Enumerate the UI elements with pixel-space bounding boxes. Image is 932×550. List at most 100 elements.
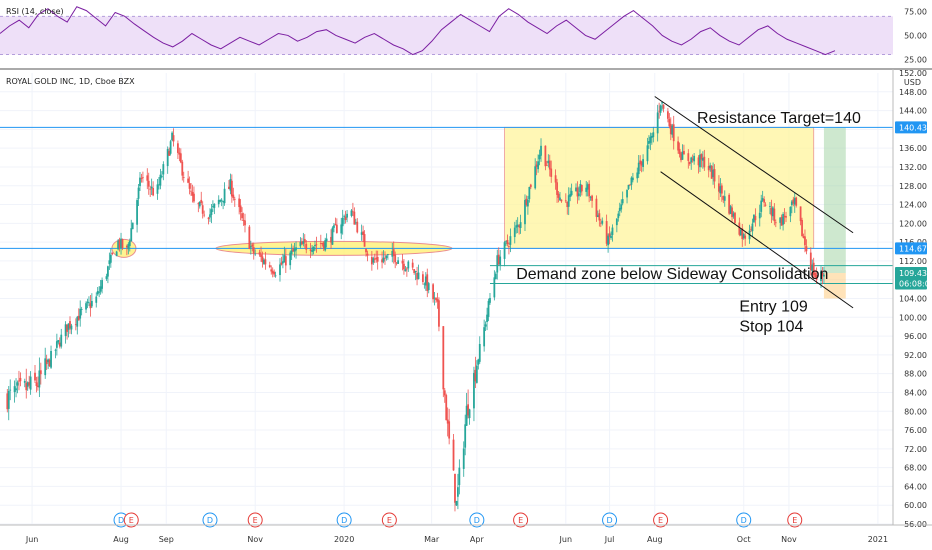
dividend-marker[interactable] [736, 512, 752, 528]
candle-body [731, 207, 733, 218]
candle-body [478, 343, 481, 362]
candle-body [497, 254, 500, 265]
candle-body [25, 382, 28, 391]
price-axis-label-text: 114.67 [899, 244, 927, 253]
candle-body [697, 157, 700, 166]
candle-body [432, 284, 434, 300]
candle-body [738, 222, 741, 235]
candle-body [99, 286, 102, 292]
dividend-marker[interactable] [602, 512, 618, 528]
candle-body [763, 199, 766, 203]
candle-body [815, 274, 818, 280]
candle-body [550, 168, 553, 177]
candle-body [760, 200, 763, 212]
earnings-marker[interactable] [381, 512, 397, 528]
candle-body [640, 161, 643, 166]
candle-body [292, 248, 295, 252]
candle-body [334, 224, 337, 226]
candle-body [576, 187, 579, 197]
y-tick-label: 92.00 [904, 351, 927, 360]
candle-body [585, 187, 588, 192]
candle-body [426, 274, 429, 292]
candle-body [413, 269, 416, 273]
candle-body [709, 165, 712, 169]
candle-body [283, 255, 286, 263]
candle-body [433, 297, 436, 299]
candle-body [34, 372, 36, 381]
earnings-marker[interactable] [787, 512, 803, 528]
candle-body [55, 341, 58, 348]
candle-body [455, 500, 458, 506]
dividend-marker[interactable] [202, 512, 218, 528]
candle-body [754, 215, 757, 221]
candle-body [626, 189, 628, 198]
candle-body [823, 274, 825, 277]
candle-body [524, 200, 526, 225]
candle-body [809, 252, 812, 271]
candle-body [718, 183, 720, 192]
candle-body [518, 225, 521, 228]
candle-body [567, 195, 570, 207]
earnings-marker[interactable] [653, 512, 669, 528]
earnings-marker[interactable] [123, 512, 139, 528]
candle-body [207, 217, 210, 220]
candle-body [423, 283, 426, 285]
candle-body [70, 325, 73, 330]
y-tick-label: 60.00 [904, 501, 927, 510]
candle-body [701, 157, 704, 161]
candle-body [631, 177, 634, 181]
candle-body [302, 241, 305, 244]
demand-annotation: Demand zone below Sideway Consolidation [516, 266, 828, 283]
candle-body [187, 178, 190, 183]
candle-body [569, 193, 572, 197]
candle-body [181, 161, 184, 176]
candle-body [212, 206, 214, 208]
x-tick-label: Nov [781, 535, 797, 544]
candle-body [353, 211, 356, 225]
y-tick-label: 148.00 [899, 88, 927, 97]
candle-body [462, 448, 465, 469]
candle-body [74, 324, 77, 326]
candle-body [101, 280, 103, 289]
candle-body [139, 177, 141, 187]
earnings-marker-label: E [253, 516, 258, 525]
candle-body [258, 252, 261, 255]
candle-body [789, 206, 792, 217]
y-tick-label: 96.00 [904, 332, 927, 341]
candle-body [117, 240, 120, 250]
candle-body [142, 177, 144, 179]
candle-body [273, 271, 276, 275]
candle-body [37, 385, 39, 388]
earnings-marker[interactable] [247, 512, 263, 528]
candle-body [611, 227, 614, 235]
candle-body [382, 257, 385, 262]
candle-body [341, 217, 344, 227]
candle-body [448, 421, 451, 439]
candle-body [319, 243, 322, 244]
candle-body [201, 205, 204, 214]
candle-body [264, 259, 267, 265]
candle-body [802, 236, 805, 239]
x-tick-label: Aug [647, 535, 663, 544]
y-unit-label: USD [904, 78, 921, 87]
candle-body [761, 198, 764, 201]
candle-body [125, 245, 128, 248]
candle-body [210, 209, 213, 215]
candle-body [26, 382, 29, 387]
candle-body [780, 216, 783, 226]
candle-body [109, 254, 112, 263]
stop-zone [823, 272, 846, 299]
candle-body [588, 183, 591, 197]
dividend-marker[interactable] [336, 512, 352, 528]
candle-body [147, 180, 150, 187]
candle-body [178, 152, 181, 155]
candle-body [47, 359, 50, 363]
earnings-marker[interactable] [513, 512, 529, 528]
candle-body [557, 193, 560, 198]
dividend-marker[interactable] [469, 512, 485, 528]
dividend-marker-label: D [207, 516, 213, 525]
candle-body [209, 214, 211, 218]
candle-body [115, 251, 118, 257]
candle-body [607, 235, 609, 246]
candle-body [465, 405, 468, 426]
